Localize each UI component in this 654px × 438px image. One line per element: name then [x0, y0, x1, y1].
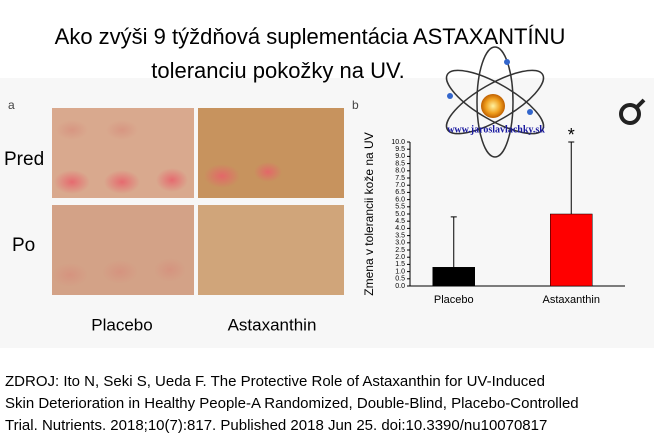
title-line: Ako zvýši 9 týždňová suplementácia ASTAX… [55, 24, 566, 49]
y-tick-label: 8.0 [395, 168, 405, 175]
uv-spot [104, 170, 140, 194]
panel-label: b [352, 98, 359, 112]
y-tick-label: 0.0 [395, 283, 405, 290]
y-tick-label: 6.0 [395, 196, 405, 203]
y-tick-label: 4.5 [395, 218, 405, 225]
uv-spot [56, 120, 88, 140]
y-tick-label: 5.5 [395, 204, 405, 211]
y-tick-label: 7.0 [395, 182, 405, 189]
y-tick-label: 4.0 [395, 225, 405, 232]
source-line: Skin Deterioration in Healthy People-A R… [5, 395, 579, 412]
panel-label: a [8, 98, 15, 112]
y-tick-label: 0.5 [395, 276, 405, 283]
y-tick-label: 9.0 [395, 153, 405, 160]
uv-spot [102, 260, 138, 284]
column-label: Astaxanthin [228, 315, 317, 334]
y-tick-label: 7.5 [395, 175, 405, 182]
y-axis-label: Zmena v tolerancii kože na UV [362, 132, 376, 295]
title-line: toleranciu pokožky na UV. [151, 58, 405, 83]
bar [550, 213, 593, 287]
uv-spot [156, 168, 188, 192]
logo [445, 46, 545, 158]
y-tick-label: 2.5 [395, 247, 405, 254]
uv-spot [204, 164, 240, 188]
y-tick-label: 3.5 [395, 232, 405, 239]
y-tick-label: 1.5 [395, 261, 405, 268]
source-line: Trial. Nutrients. 2018;10(7):817. Publis… [5, 417, 547, 434]
uv-spot [52, 263, 88, 287]
annotation: * [568, 125, 575, 145]
row-label: Pred [4, 149, 44, 170]
x-tick-label: Astaxanthin [543, 294, 600, 306]
y-tick-label: 9.5 [395, 146, 405, 153]
y-tick-label: 2.0 [395, 254, 405, 261]
icon [619, 103, 641, 125]
source-line: ZDROJ: Ito N, Seki S, Ueda F. The Protec… [5, 373, 545, 390]
column-label: Placebo [91, 315, 152, 334]
watermark: www.jaroslavlachky.sk [447, 124, 545, 135]
photos [52, 108, 344, 295]
y-tick-label: 6.5 [395, 189, 405, 196]
y-tick-label: 3.0 [395, 240, 405, 247]
uv-spot [106, 120, 138, 140]
y-tick-label: 5.0 [395, 211, 405, 218]
bar [432, 267, 475, 287]
uv-spot [254, 162, 282, 182]
uv-spot [154, 258, 186, 282]
icon [635, 98, 646, 109]
y-tick-label: 8.5 [395, 160, 405, 167]
photo [198, 205, 344, 295]
y-tick-label: 10.0 [391, 139, 405, 146]
x-tick-label: Placebo [434, 294, 474, 306]
row-label: Po [12, 235, 35, 256]
uv-spot [54, 170, 90, 194]
y-tick-label: 1.0 [395, 268, 405, 275]
